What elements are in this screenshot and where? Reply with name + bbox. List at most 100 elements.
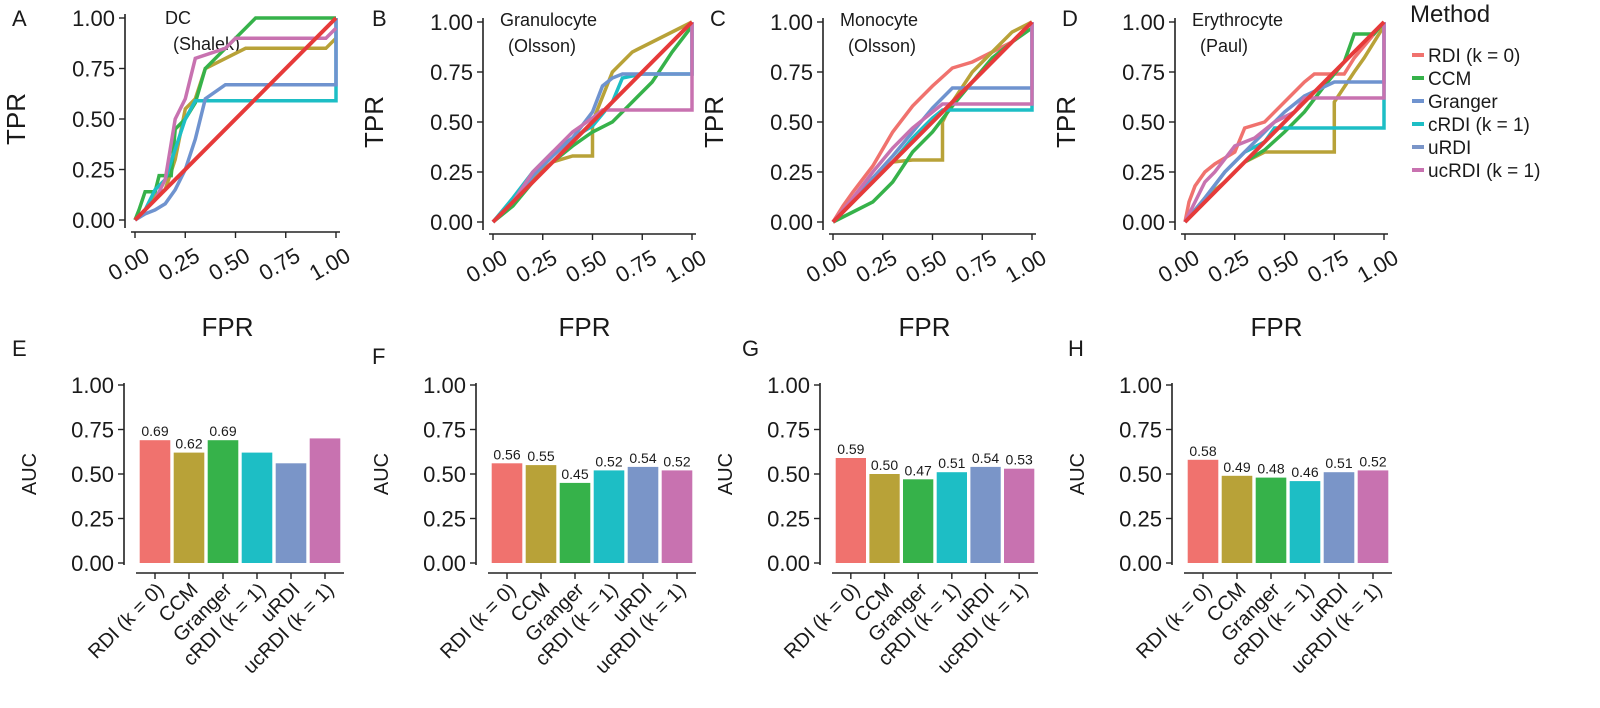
x-tick-label: 0.25 — [852, 245, 902, 288]
x-tick-label: 0.25 — [1204, 245, 1254, 288]
panel-letter-A: A — [12, 6, 27, 31]
y-tick-label: 0.75 — [71, 418, 114, 443]
y-tick-label: 1.00 — [1122, 10, 1165, 35]
roc-curve — [491, 22, 694, 224]
y-axis-title: AUC — [371, 453, 393, 495]
y-tick-label: 0.00 — [767, 551, 810, 576]
panel-annotation: DC — [165, 8, 191, 28]
bar — [835, 458, 866, 563]
bar-value-label: 0.56 — [493, 446, 520, 462]
x-tick-label: 0.00 — [104, 243, 154, 286]
y-axis-title: TPR — [1, 93, 31, 145]
bar-value-label: 0.49 — [1223, 459, 1250, 475]
bar-value-label: 0.54 — [972, 450, 999, 466]
y-axis-title: TPR — [1051, 96, 1081, 148]
y-axis-title: AUC — [19, 453, 41, 495]
y-tick-label: 0.25 — [770, 160, 813, 185]
bar — [1187, 459, 1219, 563]
y-tick-label: 0.00 — [423, 551, 466, 576]
bar — [173, 452, 205, 563]
y-tick-label: 0.00 — [770, 210, 813, 235]
y-tick-label: 1.00 — [430, 10, 473, 35]
x-tick-label: 1.00 — [1001, 245, 1051, 288]
panel-letter-D: D — [1062, 6, 1078, 31]
bar-value-label: 0.51 — [938, 455, 965, 471]
y-tick-label: 1.00 — [1119, 373, 1162, 398]
x-tick-label: 0.50 — [204, 243, 254, 286]
legend-item-label: Granger — [1428, 92, 1498, 113]
bar — [593, 470, 625, 563]
bar-value-label: 0.48 — [1257, 461, 1284, 477]
y-tick-label: 0.75 — [767, 418, 810, 443]
bar — [1255, 477, 1287, 563]
y-axis-title: TPR — [359, 96, 389, 148]
roc-curve — [491, 20, 694, 224]
y-tick-label: 0.75 — [770, 60, 813, 85]
x-tick-label: 0.75 — [1303, 245, 1353, 288]
x-tick-label: RDI (k = 0) — [84, 579, 168, 663]
y-tick-label: 0.25 — [767, 507, 810, 532]
x-tick-label: 1.00 — [1353, 245, 1403, 288]
panel-annotation: Monocyte — [840, 10, 918, 30]
y-tick-label: 0.50 — [430, 110, 473, 135]
y-tick-label: 0.00 — [430, 210, 473, 235]
x-tick-label: 0.00 — [1154, 245, 1204, 288]
bar-value-label: 0.59 — [837, 441, 864, 457]
y-axis-title: AUC — [1067, 453, 1089, 495]
legend-item-label: CCM — [1428, 69, 1471, 90]
y-tick-label: 0.25 — [430, 160, 473, 185]
panel-letter-G: G — [742, 336, 759, 361]
y-tick-label: 0.50 — [71, 462, 114, 487]
y-tick-label: 0.25 — [72, 158, 115, 183]
y-tick-label: 1.00 — [72, 6, 115, 31]
y-tick-label: 1.00 — [767, 373, 810, 398]
panel-annotation: (Olsson) — [508, 36, 576, 56]
bar-value-label: 0.45 — [561, 466, 588, 482]
y-tick-label: 1.00 — [770, 10, 813, 35]
x-tick-label: 0.75 — [611, 245, 661, 288]
y-tick-label: 0.00 — [1122, 210, 1165, 235]
x-axis-title: FPR — [899, 312, 951, 342]
y-tick-label: 0.25 — [423, 507, 466, 532]
x-tick-label: 0.75 — [255, 243, 305, 286]
y-tick-label: 0.75 — [1122, 60, 1165, 85]
y-tick-label: 1.00 — [423, 373, 466, 398]
panel-annotation: Granulocyte — [500, 10, 597, 30]
y-tick-label: 0.25 — [71, 507, 114, 532]
y-tick-label: 0.50 — [423, 462, 466, 487]
bar-value-label: 0.52 — [1359, 453, 1386, 469]
bar-value-label: 0.55 — [527, 448, 554, 464]
y-tick-label: 0.50 — [767, 462, 810, 487]
bar-value-label: 0.52 — [595, 453, 622, 469]
x-tick-label: 1.00 — [305, 243, 355, 286]
bar-value-label: 0.54 — [629, 450, 656, 466]
legend-item-label: uRDI — [1428, 138, 1471, 159]
x-tick-label: 0.00 — [802, 245, 852, 288]
y-tick-label: 1.00 — [71, 373, 114, 398]
roc-curve — [1183, 22, 1386, 223]
x-tick-label: 0.25 — [154, 243, 204, 286]
y-tick-label: 0.75 — [430, 60, 473, 85]
y-axis-title: AUC — [715, 453, 737, 495]
bar — [139, 440, 171, 563]
bar-panel-F: F 0.00 0.25 0.50 0.75 1.00 AUC 0.56 RDI (k = 0) 0… — [371, 344, 696, 678]
y-tick-label: 0.25 — [1119, 507, 1162, 532]
legend-item-label: ucRDI (k = 1) — [1428, 161, 1540, 182]
bar — [1357, 470, 1389, 563]
y-tick-label: 0.50 — [1119, 462, 1162, 487]
y-tick-label: 0.75 — [423, 418, 466, 443]
bar — [903, 479, 934, 563]
x-tick-label: RDI (k = 0) — [436, 579, 520, 663]
bar — [661, 470, 693, 563]
roc-curve — [133, 16, 336, 221]
bar — [491, 463, 523, 563]
panel-annotation: (Paul) — [1200, 36, 1248, 56]
roc-curve — [831, 20, 1034, 224]
bar-value-label: 0.47 — [905, 462, 932, 478]
y-tick-label: 0.75 — [1119, 418, 1162, 443]
y-axis-title: TPR — [699, 96, 729, 148]
bar-value-label: 0.51 — [1325, 455, 1352, 471]
bar — [275, 463, 307, 563]
bar-value-label: 0.58 — [1189, 443, 1216, 459]
